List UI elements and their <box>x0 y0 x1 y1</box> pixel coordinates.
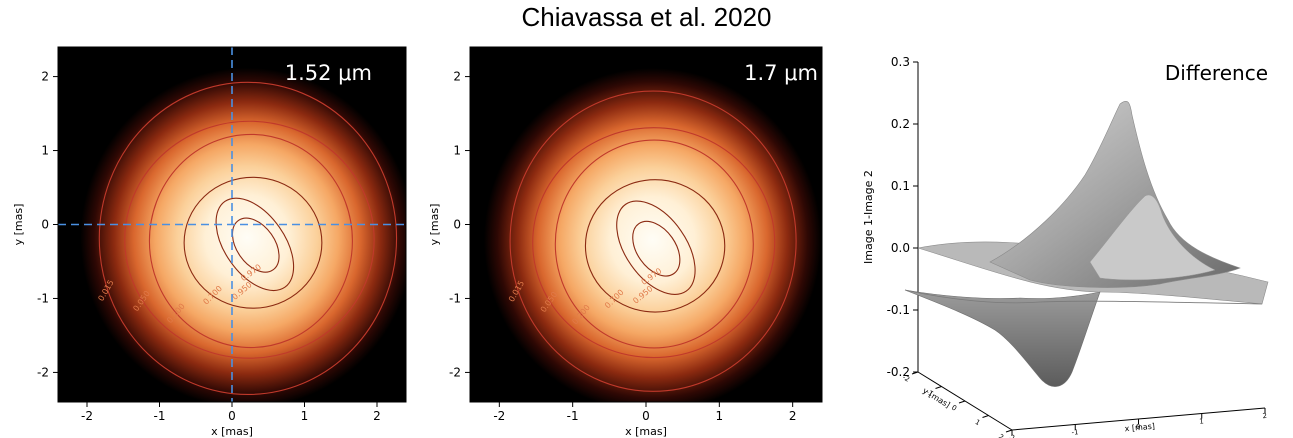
surface-panel: -0.2 -0.1 0.0 0.1 0.2 0.3 Image 1-Image 2 -2 -1 0… <box>862 55 1269 438</box>
y-tick-label: -2 <box>37 365 49 379</box>
y-tick-label: -2 <box>449 365 461 379</box>
x-tick-label-3d: 2 <box>1262 412 1267 420</box>
x-tick-label: 2 <box>789 409 797 423</box>
contour-line <box>231 217 280 273</box>
x-axis-label: x [mas] <box>211 425 253 438</box>
z-axis-label: Image 1-Image 2 <box>862 170 875 264</box>
contour-line <box>148 133 353 349</box>
panel-label-difference: Difference <box>1165 61 1268 85</box>
x-axis-label-3d: x [mas] <box>1124 422 1155 434</box>
y-tick-label-3d: -1 <box>924 388 934 398</box>
y-axis-label: y [mas] <box>428 204 441 246</box>
contour-line <box>532 127 776 359</box>
y-tick-label: -1 <box>449 291 461 305</box>
star-intensity <box>80 67 406 402</box>
star-intensity <box>483 68 822 402</box>
x-tick-label-3d: -1 <box>1071 428 1079 437</box>
z-tick-label: -0.2 <box>887 365 910 379</box>
y-tick-3d <box>958 400 966 404</box>
y-tick-3d <box>1005 429 1013 433</box>
x-tick-label: 0 <box>228 409 236 423</box>
y-tick-3d <box>935 386 942 389</box>
y-tick-label-3d: 2 <box>997 433 1005 438</box>
y-tick-label-3d: 0 <box>950 404 958 413</box>
x-tick-label-3d: -2 <box>1008 434 1016 438</box>
x-tick-label: -2 <box>81 409 93 423</box>
x-tick-label: 2 <box>373 409 381 423</box>
y-tick-label: 2 <box>41 70 49 84</box>
x-tick-label: 1 <box>301 409 309 423</box>
y-axis-label: y [mas] <box>12 204 25 246</box>
y-tick-label: 1 <box>41 144 49 158</box>
z-tick-label: 0.2 <box>891 117 910 131</box>
wavelength-label: 1.52 μm <box>285 61 372 85</box>
x-tick-label: 1 <box>716 409 724 423</box>
y-tick-label: 0 <box>41 218 49 232</box>
contour-line <box>215 197 295 292</box>
z-tick-label: 0.3 <box>891 55 910 69</box>
x-tick-label: -1 <box>154 409 166 423</box>
contour-line <box>554 139 754 349</box>
x-tick-label: 0 <box>642 409 650 423</box>
y-tick-label: 2 <box>453 70 461 84</box>
contour-line <box>632 220 681 277</box>
difference-surface <box>904 101 1269 387</box>
z-tick-label: 0.0 <box>891 241 910 255</box>
y-tick-label-3d: -2 <box>901 373 911 383</box>
wavelength-label: 1.7 μm <box>744 61 818 85</box>
x-tick-label: -1 <box>567 409 579 423</box>
contour-line <box>584 179 726 313</box>
contour-line <box>124 120 375 359</box>
y-tick-label: 0 <box>453 218 461 232</box>
z-tick-label: 0.1 <box>891 179 910 193</box>
y-tick-label: -1 <box>37 291 49 305</box>
contour-line <box>183 176 323 309</box>
y-tick-3d <box>911 371 919 375</box>
z-tick-label: -0.1 <box>887 303 910 317</box>
contour-line <box>509 90 797 392</box>
y-tick-label-3d: 1 <box>974 418 982 427</box>
x-axis-label: x [mas] <box>625 425 667 438</box>
y-tick-3d <box>982 415 989 418</box>
contour-line <box>616 200 696 295</box>
x-tick-label: -2 <box>493 409 505 423</box>
y-tick-label: 1 <box>453 144 461 158</box>
contour-line <box>98 81 398 396</box>
x-tick-label-3d: 0 <box>1136 423 1141 431</box>
figure-title: Chiavassa et al. 2020 <box>521 2 772 32</box>
x-tick-label-3d: 1 <box>1199 417 1204 425</box>
